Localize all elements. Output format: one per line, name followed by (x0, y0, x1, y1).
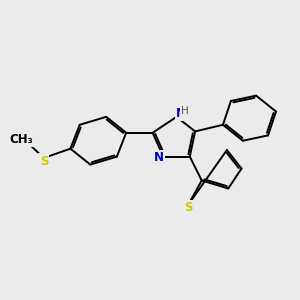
Text: H: H (181, 106, 189, 116)
Text: N: N (176, 107, 186, 120)
Text: CH₃: CH₃ (10, 133, 33, 146)
Text: S: S (40, 154, 48, 168)
Text: N: N (154, 152, 164, 164)
Text: S: S (184, 201, 193, 214)
